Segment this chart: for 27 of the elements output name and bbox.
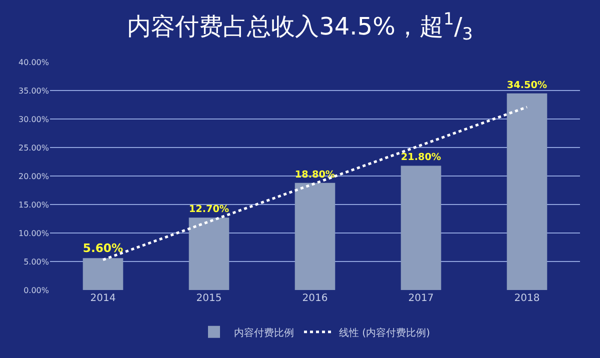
y-tick-label: 15.00% [18, 200, 50, 210]
x-tick-label: 2017 [408, 293, 434, 304]
y-tick-label: 25.00% [18, 143, 50, 152]
x-tick-label: 2018 [514, 293, 540, 304]
y-tick-label: 40.00% [18, 58, 50, 67]
x-tick-label: 2015 [196, 293, 222, 304]
y-tick-label: 5.00% [24, 257, 50, 266]
y-tick-label: 10.00% [18, 228, 50, 238]
x-tick-label: 2016 [302, 293, 328, 304]
legend-label: 内容付费比例 [234, 326, 294, 339]
bar [188, 218, 230, 290]
x-tick-label: 2014 [90, 293, 116, 304]
y-tick-label: 0.00% [24, 286, 50, 295]
y-tick-label: 20.00% [18, 172, 50, 181]
data-label: 5.60% [82, 240, 124, 255]
bar [294, 182, 336, 290]
bar [82, 258, 124, 290]
data-label: 12.70% [188, 204, 230, 216]
y-tick-label: 30.00% [18, 114, 50, 124]
chart-title: 内容付费占总收入34.5%，超$^{1}$/$_{3}$ [127, 8, 473, 44]
data-label: 21.80% [400, 152, 442, 164]
bar [400, 166, 442, 290]
y-tick-label: 35.00% [18, 86, 50, 96]
data-label: 34.50% [506, 80, 548, 91]
bar [506, 93, 548, 290]
data-label: 18.80% [294, 169, 336, 180]
legend-label: 线性 (内容付费比例) [339, 326, 430, 339]
